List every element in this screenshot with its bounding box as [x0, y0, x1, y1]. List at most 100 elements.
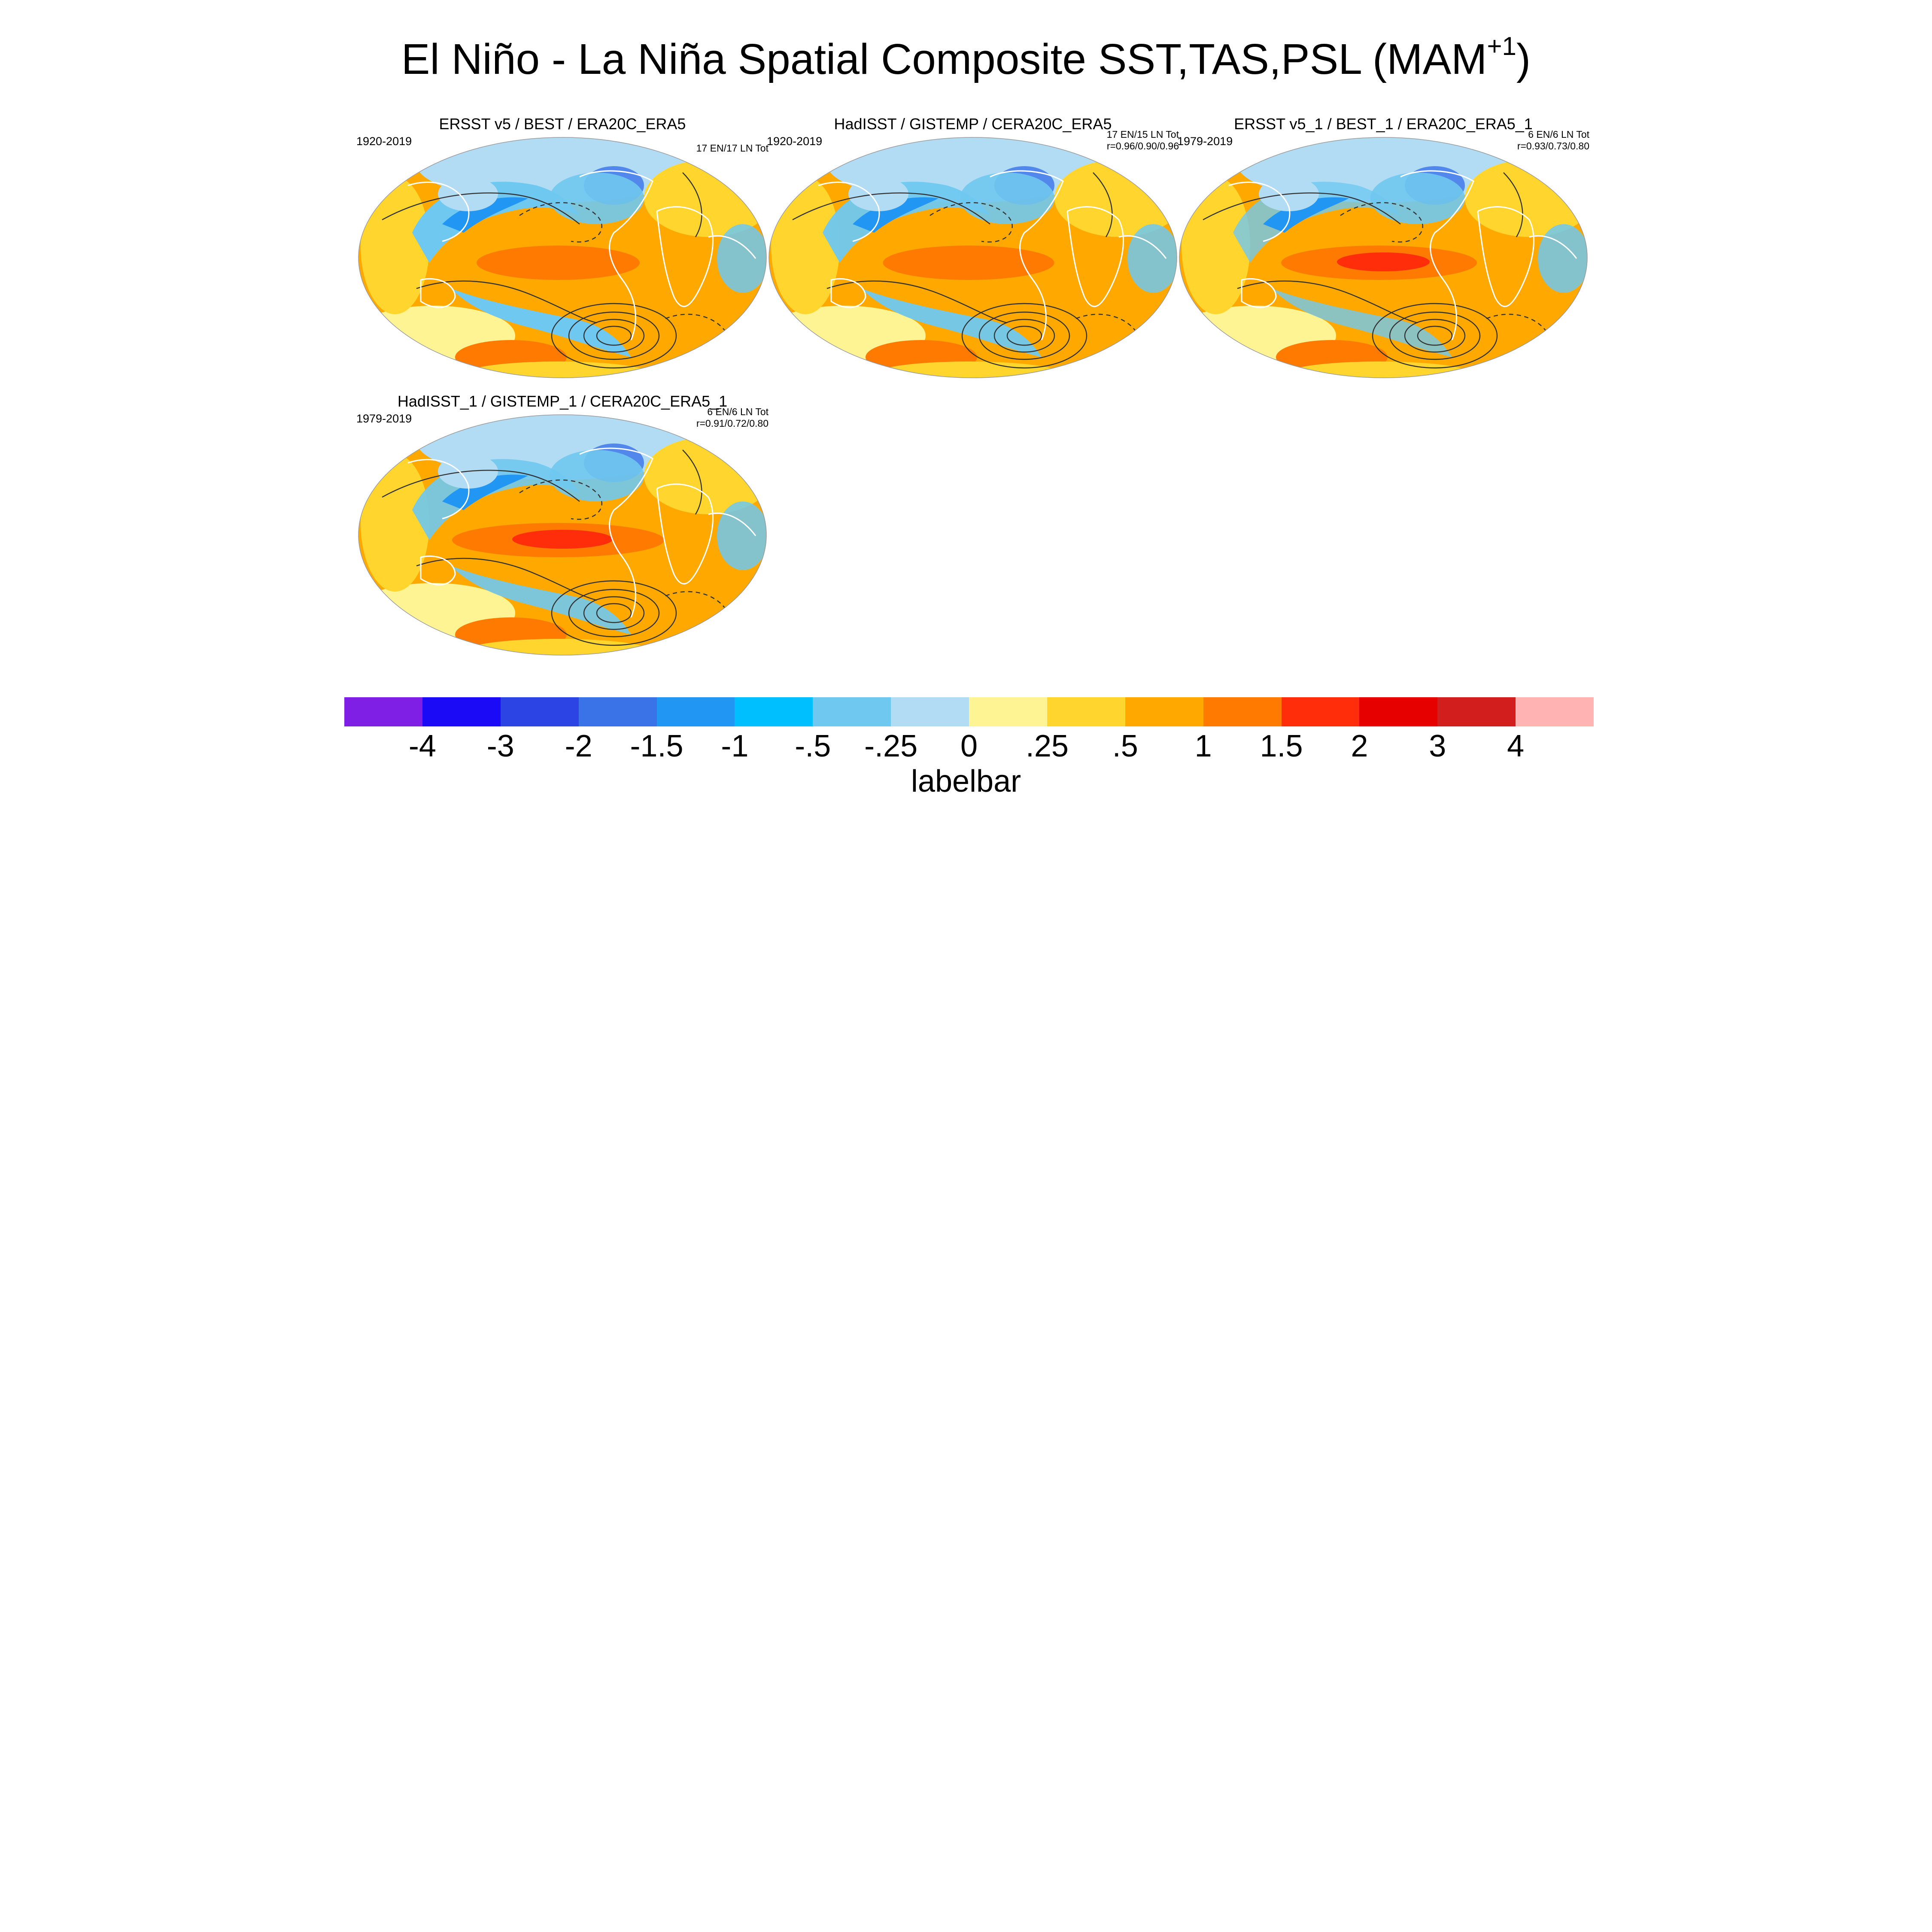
eurasia-zone	[1465, 160, 1587, 237]
north-pacific-cool-core	[1263, 197, 1349, 233]
colorbar-box	[500, 697, 579, 726]
map-panel-4: HadISST_1 / GISTEMP_1 / CERA20C_ERA5_1 1…	[356, 392, 769, 659]
coastline-australia	[1241, 278, 1277, 308]
colorbar-tick-label: 0	[960, 729, 978, 763]
psl-contour	[583, 319, 645, 353]
coastline-indian	[1529, 235, 1577, 259]
psl-contour	[792, 192, 990, 225]
colorbar-box	[656, 697, 735, 726]
coastline-americas	[990, 170, 1064, 340]
psl-contour	[1093, 172, 1113, 237]
coastline-africa	[656, 483, 714, 585]
psl-contour	[1340, 202, 1423, 243]
psl-contour	[1404, 319, 1466, 353]
panel-period: 1979-2019	[1177, 135, 1233, 148]
psl-contour	[551, 303, 677, 369]
psl-contour	[1203, 192, 1401, 225]
colorbar-box	[1125, 697, 1203, 726]
west-edge-zone	[1182, 177, 1250, 314]
eurasia-zone	[1054, 160, 1177, 237]
psl-contour	[596, 603, 632, 623]
colorbar-box	[1047, 697, 1125, 726]
coastline-americas	[1400, 170, 1474, 340]
enso-warm-core	[932, 252, 1014, 271]
composite-map	[769, 137, 1177, 378]
colorbar-tick-label: 2	[1351, 729, 1368, 763]
colorbar-tick-label: 4	[1507, 729, 1525, 763]
panel-period: 1920-2019	[356, 135, 412, 148]
colorbar	[344, 697, 1594, 726]
coastline-asia	[407, 181, 470, 242]
psl-contour	[1389, 311, 1481, 360]
composite-map	[358, 137, 767, 378]
coastline-australia	[420, 278, 456, 308]
map-field	[769, 137, 1177, 378]
panel-title: ERSST v5 / BEST / ERA20C_ERA5	[439, 115, 686, 133]
composite-map	[1179, 137, 1588, 378]
west-edge-zone	[361, 177, 429, 314]
colorbar-tick-label: .25	[1025, 729, 1069, 763]
psl-contour	[682, 172, 702, 237]
coastline-indian	[708, 235, 756, 259]
colorbar-tick-label: -.25	[864, 729, 918, 763]
north-pacific-cool-core	[442, 474, 528, 510]
colorbar-tick-label: -.5	[795, 729, 831, 763]
map-field	[358, 137, 766, 378]
panel-correlation: r=0.91/0.72/0.80	[696, 418, 769, 429]
panel-title: HadISST / GISTEMP / CERA20C_ERA5	[834, 115, 1112, 133]
coastline-africa	[1477, 206, 1534, 307]
psl-contour	[930, 202, 1013, 243]
psl-contour	[1503, 172, 1523, 237]
colorbar-box	[969, 697, 1047, 726]
west-edge-zone	[361, 454, 429, 592]
map-panel-1: ERSST v5 / BEST / ERA20C_ERA5 1920-2019 …	[356, 115, 769, 381]
map-field	[358, 415, 766, 655]
east-edge-cool	[717, 224, 766, 293]
coastline-asia	[407, 459, 470, 519]
coastline-australia	[420, 555, 456, 586]
colorbar-box	[1281, 697, 1360, 726]
coastline-americas	[579, 170, 653, 340]
enso-warm-core	[1337, 252, 1430, 271]
south-pacific-cool	[861, 289, 1042, 357]
composite-map	[358, 414, 767, 656]
colorbar-box	[1437, 697, 1516, 726]
map-panel-3: ERSST v5_1 / BEST_1 / ERA20C_ERA5_1 1979…	[1177, 115, 1589, 381]
colorbar-tick-label: 1.5	[1260, 729, 1303, 763]
south-pacific-cool	[451, 566, 631, 635]
coastline-africa	[1066, 206, 1124, 307]
enso-warm-core	[512, 530, 613, 549]
panel-correlation: r=0.96/0.90/0.96	[1106, 140, 1179, 152]
south-pacific-cool	[1272, 289, 1452, 357]
north-pacific-cool-core	[442, 197, 528, 233]
panel-period: 1979-2019	[356, 412, 412, 425]
north-america-cool-halo	[960, 173, 1054, 224]
coastline-indian	[1118, 235, 1167, 259]
psl-contour	[519, 202, 602, 243]
east-edge-cool	[1538, 224, 1587, 293]
psl-contour	[583, 596, 645, 630]
coastlines	[818, 170, 1167, 340]
psl-contour	[416, 558, 597, 601]
north-pacific-cool-core	[853, 197, 939, 233]
coastline-asia	[1228, 181, 1291, 242]
psl-contour	[978, 311, 1070, 360]
psl-contour	[382, 192, 580, 225]
figure-title-superscript: +1	[1487, 32, 1516, 61]
psl-contour	[993, 319, 1055, 353]
psl-contours	[792, 172, 1139, 369]
figure-title-main: El Niño - La Niña Spatial Composite SST,…	[401, 35, 1487, 83]
eurasia-zone	[644, 160, 766, 237]
map-panel-2: HadISST / GISTEMP / CERA20C_ERA5 1920-20…	[767, 115, 1179, 381]
map-field	[1179, 137, 1587, 378]
map-outline	[358, 414, 767, 656]
colorbar-tick-label: -4	[408, 729, 436, 763]
colorbar-box	[1203, 697, 1282, 726]
colorbar-box	[1516, 697, 1594, 726]
eurasia-zone	[644, 437, 766, 514]
coastline-indian	[708, 512, 756, 536]
colorbar-tick-label: .5	[1112, 729, 1138, 763]
north-america-cool-halo	[550, 173, 644, 224]
east-edge-cool	[1127, 224, 1177, 293]
psl-contour	[568, 311, 660, 360]
